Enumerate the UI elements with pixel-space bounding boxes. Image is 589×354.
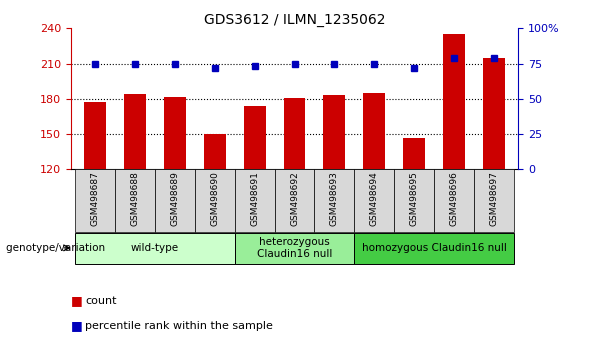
Bar: [115, 170, 154, 232]
Bar: [323, 95, 346, 170]
Bar: [164, 97, 186, 170]
Bar: [355, 170, 395, 232]
Bar: [403, 138, 425, 170]
Title: GDS3612 / ILMN_1235062: GDS3612 / ILMN_1235062: [204, 13, 385, 27]
Text: GSM498688: GSM498688: [130, 171, 139, 226]
Bar: [243, 106, 266, 170]
Bar: [204, 134, 226, 170]
Bar: [154, 170, 194, 232]
Bar: [444, 34, 465, 170]
Text: GSM498691: GSM498691: [250, 171, 259, 226]
Text: heterozygous
Claudin16 null: heterozygous Claudin16 null: [257, 237, 332, 259]
Text: homozygous Claudin16 null: homozygous Claudin16 null: [362, 243, 507, 253]
Text: GSM498696: GSM498696: [450, 171, 459, 226]
Bar: [435, 170, 474, 232]
Text: ■: ■: [71, 319, 82, 332]
Text: GSM498695: GSM498695: [410, 171, 419, 226]
Text: GSM498687: GSM498687: [90, 171, 99, 226]
Bar: [234, 233, 355, 264]
Text: GSM498694: GSM498694: [370, 171, 379, 226]
Bar: [274, 170, 315, 232]
Bar: [283, 98, 306, 170]
Bar: [355, 233, 514, 264]
Bar: [474, 170, 514, 232]
Bar: [75, 170, 115, 232]
Text: count: count: [85, 296, 117, 306]
Text: GSM498692: GSM498692: [290, 171, 299, 226]
Text: GSM498697: GSM498697: [490, 171, 499, 226]
Bar: [75, 233, 234, 264]
Text: wild-type: wild-type: [131, 243, 178, 253]
Text: ■: ■: [71, 295, 82, 307]
Text: GSM498690: GSM498690: [210, 171, 219, 226]
Bar: [234, 170, 274, 232]
Text: GSM498689: GSM498689: [170, 171, 179, 226]
Bar: [363, 93, 385, 170]
Bar: [315, 170, 355, 232]
Text: GSM498693: GSM498693: [330, 171, 339, 226]
Bar: [194, 170, 234, 232]
Bar: [484, 58, 505, 170]
Bar: [124, 94, 145, 170]
Bar: [84, 102, 105, 170]
Bar: [395, 170, 435, 232]
Text: percentile rank within the sample: percentile rank within the sample: [85, 321, 273, 331]
Text: genotype/variation: genotype/variation: [6, 243, 108, 253]
